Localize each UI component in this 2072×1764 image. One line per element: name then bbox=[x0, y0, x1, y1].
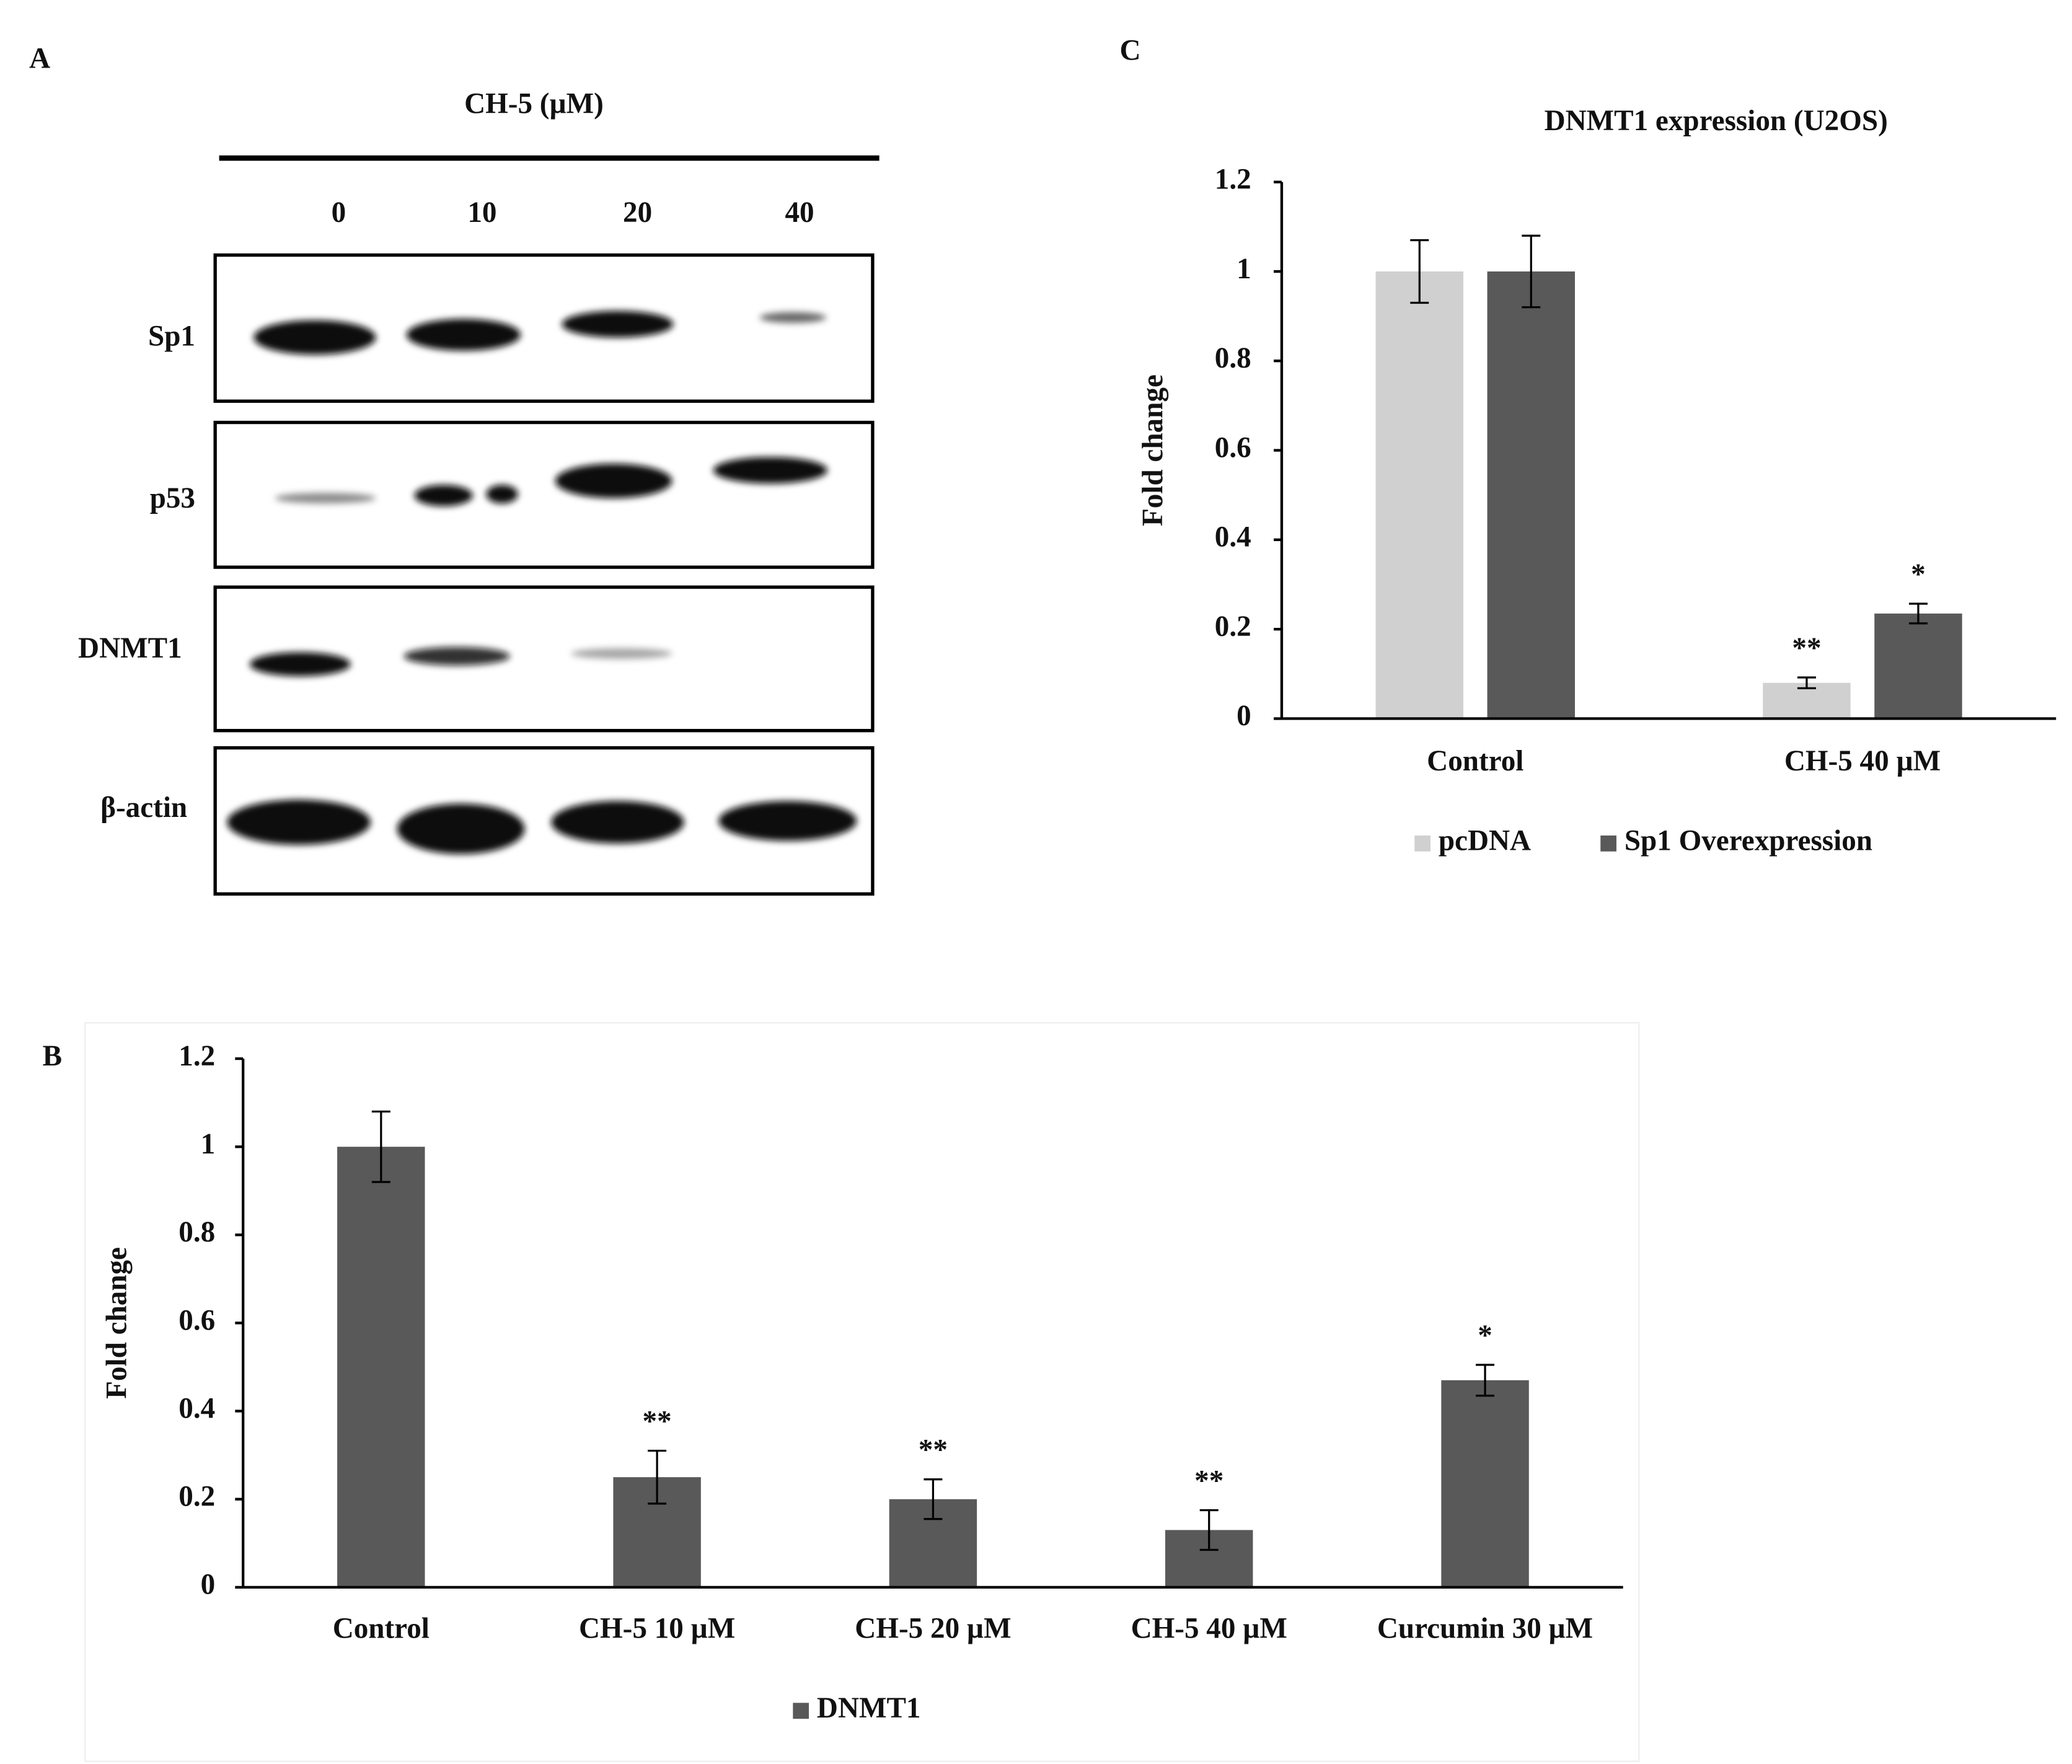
significance-label: ** bbox=[919, 1434, 948, 1466]
legend-swatch bbox=[793, 1703, 809, 1719]
y-axis-label: Fold change bbox=[1137, 374, 1169, 526]
x-tick-label: Control bbox=[333, 1612, 430, 1644]
bar bbox=[1487, 271, 1576, 719]
band bbox=[551, 801, 684, 844]
x-tick-label: CH-5 40 µM bbox=[1784, 745, 1941, 777]
x-tick-label: Curcumin 30 µM bbox=[1377, 1612, 1593, 1644]
blot-row-label: Sp1 bbox=[148, 320, 195, 352]
band bbox=[571, 648, 672, 659]
treatment-label: CH-5 (µM) bbox=[464, 87, 604, 120]
dose-label: 10 bbox=[467, 196, 496, 229]
band bbox=[555, 463, 672, 498]
band bbox=[486, 485, 518, 504]
x-tick-label: CH-5 40 µM bbox=[1131, 1612, 1287, 1644]
y-tick-label: 1 bbox=[1237, 253, 1251, 285]
y-tick-label: 0 bbox=[201, 1569, 216, 1601]
panel-label: A bbox=[29, 42, 50, 74]
y-tick-label: 0.6 bbox=[179, 1304, 215, 1336]
dose-label: 20 bbox=[623, 196, 652, 229]
blot-frame bbox=[213, 253, 875, 403]
bar bbox=[1874, 613, 1962, 719]
significance-label: * bbox=[1478, 1320, 1492, 1352]
y-tick-label: 1.2 bbox=[179, 1040, 215, 1072]
error-bar bbox=[1522, 234, 1541, 309]
blot-frame bbox=[213, 420, 875, 569]
legend-label: DNMT1 bbox=[817, 1692, 921, 1724]
legend-label: pcDNA bbox=[1439, 825, 1531, 857]
blot-row-label: p53 bbox=[150, 482, 195, 514]
chart-title: DNMT1 expression (U2OS) bbox=[1545, 105, 1888, 137]
y-tick-label: 1.2 bbox=[1215, 163, 1251, 195]
significance-label: ** bbox=[643, 1406, 672, 1438]
y-tick-label: 0.8 bbox=[179, 1216, 215, 1248]
y-tick-label: 0.4 bbox=[1215, 521, 1251, 553]
error-bar bbox=[1410, 239, 1429, 304]
band bbox=[414, 485, 473, 506]
band bbox=[227, 800, 371, 845]
dose-label: 40 bbox=[785, 196, 814, 229]
bar bbox=[337, 1147, 425, 1587]
y-tick-label: 0.8 bbox=[1215, 342, 1251, 374]
panel-label: C bbox=[1120, 35, 1141, 67]
legend-swatch bbox=[1414, 835, 1431, 852]
x-tick-label: CH-5 10 µM bbox=[579, 1612, 735, 1644]
band bbox=[403, 646, 510, 666]
blot-frame bbox=[213, 746, 875, 896]
band bbox=[249, 652, 351, 676]
x-tick-label: Control bbox=[1427, 745, 1523, 777]
band bbox=[275, 493, 376, 504]
dose-label: 0 bbox=[332, 196, 346, 229]
band bbox=[397, 803, 525, 854]
y-tick-label: 0.2 bbox=[179, 1481, 215, 1513]
error-bar bbox=[1199, 1509, 1219, 1551]
error-bar bbox=[1797, 676, 1816, 689]
x-tick-label: CH-5 20 µM bbox=[855, 1612, 1011, 1644]
blot-frames bbox=[213, 253, 875, 896]
legend-label: Sp1 Overexpression bbox=[1625, 825, 1872, 857]
blot-row-label: β-actin bbox=[100, 792, 187, 824]
blot-bands bbox=[227, 311, 857, 854]
error-bar bbox=[1476, 1364, 1495, 1397]
panel-label: B bbox=[43, 1040, 62, 1072]
blot-frame bbox=[213, 585, 875, 733]
band bbox=[759, 312, 826, 323]
significance-label: * bbox=[1911, 558, 1926, 591]
y-tick-label: 0.4 bbox=[179, 1392, 215, 1424]
error-bar bbox=[648, 1449, 667, 1505]
chart-frame bbox=[84, 1022, 1640, 1762]
band bbox=[718, 801, 857, 841]
legend-swatch bbox=[1600, 835, 1616, 852]
bar bbox=[1375, 271, 1463, 719]
band bbox=[562, 311, 674, 338]
blot-row-label: DNMT1 bbox=[78, 632, 182, 664]
error-bar bbox=[1908, 602, 1928, 625]
y-axis-label: Fold change bbox=[101, 1247, 133, 1399]
error-bar bbox=[924, 1478, 943, 1520]
y-tick-label: 0 bbox=[1237, 700, 1251, 732]
band bbox=[253, 320, 376, 355]
band bbox=[713, 457, 828, 484]
y-tick-label: 0.6 bbox=[1215, 431, 1251, 464]
significance-label: ** bbox=[1792, 632, 1821, 664]
band bbox=[406, 319, 521, 351]
error-bar bbox=[371, 1110, 390, 1183]
y-tick-label: 1 bbox=[201, 1128, 216, 1160]
significance-label: ** bbox=[1194, 1465, 1223, 1497]
bar bbox=[1441, 1380, 1529, 1587]
y-tick-label: 0.2 bbox=[1215, 611, 1251, 643]
